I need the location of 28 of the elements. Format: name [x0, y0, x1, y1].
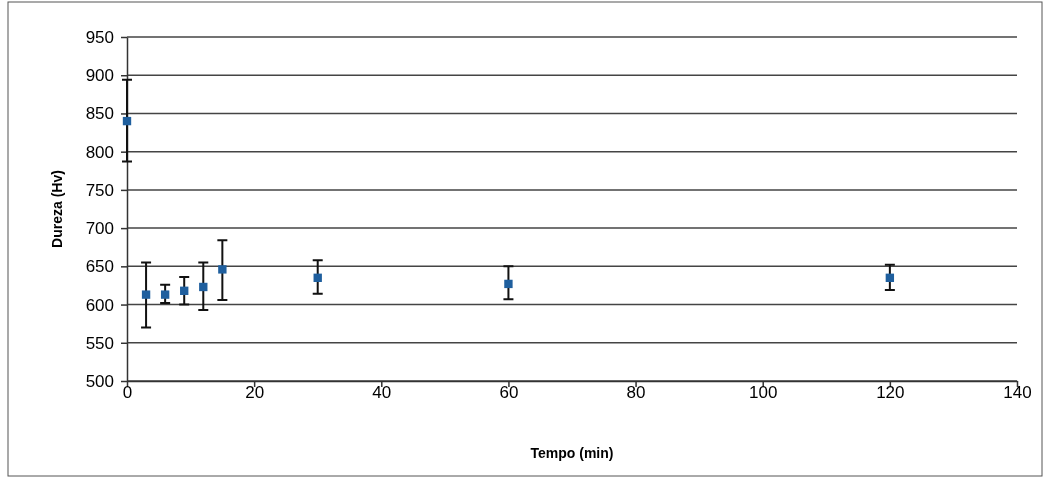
x-tick-label: 140: [1003, 383, 1032, 402]
y-tick-label: 600: [85, 295, 114, 315]
y-tick-label: 950: [85, 27, 114, 47]
point: [313, 273, 322, 282]
y-axis-title: Dureza (Hv): [49, 170, 65, 248]
point: [141, 290, 151, 299]
x-axis-title: Tempo (min): [530, 445, 614, 461]
x-tick-label: 60: [499, 383, 519, 402]
x-tick-label: 40: [372, 383, 392, 402]
x-tick-label: 80: [626, 383, 646, 402]
y-tick-label: 650: [85, 257, 114, 277]
y-tick-label: 850: [85, 104, 114, 124]
point: [180, 286, 189, 295]
point: [885, 273, 895, 282]
y-tick-label: 700: [85, 219, 114, 239]
y-tick-label: 750: [85, 180, 114, 200]
x-tick-label: 120: [876, 383, 905, 402]
point: [199, 282, 208, 292]
point: [504, 279, 513, 289]
x-tick-label: 20: [245, 383, 265, 402]
x-tick-label: 100: [749, 383, 778, 402]
y-tick-label: 800: [85, 142, 114, 162]
point: [218, 265, 227, 274]
y-tick-label: 550: [85, 333, 114, 353]
point: [160, 290, 170, 299]
y-tick-label: 900: [85, 66, 114, 86]
x-tick-label: 0: [122, 383, 133, 402]
y-tick-label: 500: [85, 371, 114, 391]
